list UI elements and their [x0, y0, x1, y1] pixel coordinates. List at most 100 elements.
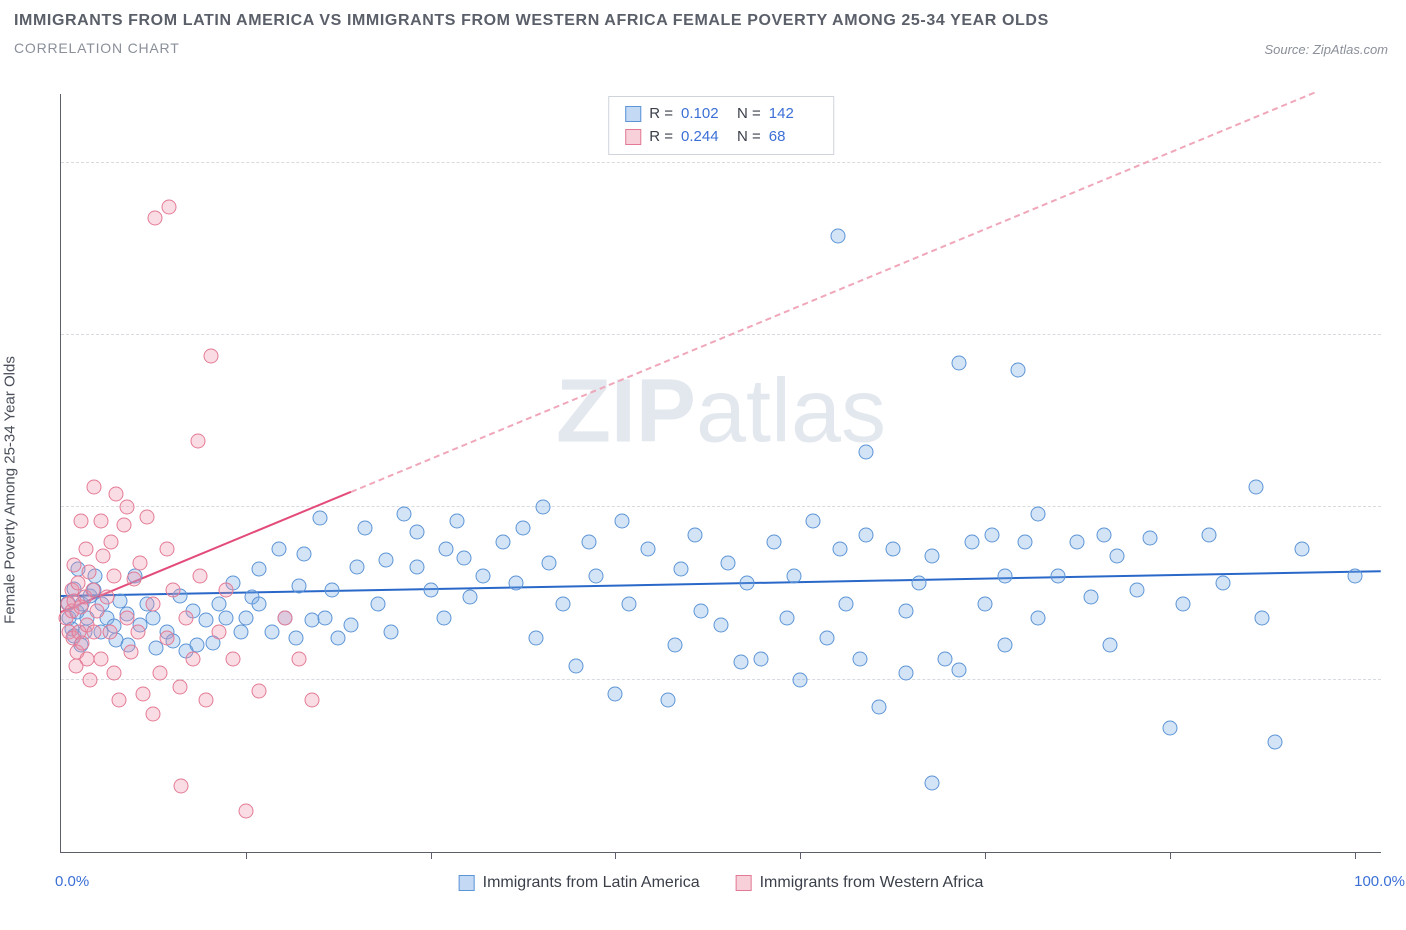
data-point — [436, 610, 451, 625]
data-point — [159, 624, 174, 639]
data-point — [75, 635, 90, 650]
data-point — [189, 638, 204, 653]
data-point — [674, 562, 689, 577]
x-tick — [800, 852, 801, 859]
data-point — [951, 663, 966, 678]
data-point — [720, 555, 735, 570]
data-point — [204, 348, 219, 363]
data-point — [65, 631, 80, 646]
data-point — [199, 613, 214, 628]
data-point — [146, 610, 161, 625]
data-point — [951, 355, 966, 370]
data-point — [106, 569, 121, 584]
data-point — [608, 686, 623, 701]
data-point — [80, 617, 95, 632]
plot-area: ZIPatlas R = 0.102 N = 142 R = 0.244 N =… — [60, 94, 1381, 853]
data-point — [112, 693, 127, 708]
data-point — [667, 638, 682, 653]
data-point — [780, 610, 795, 625]
data-point — [331, 631, 346, 646]
data-point — [139, 510, 154, 525]
r-value-latin: 0.102 — [681, 103, 729, 126]
data-point — [109, 486, 124, 501]
data-point — [139, 596, 154, 611]
data-point — [252, 683, 267, 698]
data-point — [252, 562, 267, 577]
data-point — [159, 541, 174, 556]
data-point — [1070, 534, 1085, 549]
swatch-pink-icon — [625, 129, 641, 145]
data-point — [121, 638, 136, 653]
legend-item-latin: Immigrants from Latin America — [459, 874, 700, 892]
data-point — [312, 511, 327, 526]
data-point — [463, 590, 478, 605]
data-point — [964, 534, 979, 549]
data-point — [621, 596, 636, 611]
data-point — [94, 596, 109, 611]
data-point — [186, 652, 201, 667]
data-point — [1083, 590, 1098, 605]
data-point — [1202, 528, 1217, 543]
x-tick — [246, 852, 247, 859]
data-point — [133, 555, 148, 570]
data-point — [357, 521, 372, 536]
data-point — [872, 700, 887, 715]
x-min-label: 0.0% — [55, 873, 89, 890]
data-point — [938, 652, 953, 667]
data-point — [1255, 610, 1270, 625]
n-label: N = — [737, 126, 761, 149]
data-point — [80, 652, 95, 667]
data-point — [146, 596, 161, 611]
legend-item-africa: Immigrants from Western Africa — [736, 874, 984, 892]
data-point — [71, 562, 86, 577]
data-point — [233, 624, 248, 639]
legend-label-africa: Immigrants from Western Africa — [760, 874, 984, 892]
data-point — [1176, 596, 1191, 611]
grid-line — [61, 334, 1381, 335]
data-point — [1096, 528, 1111, 543]
data-point — [885, 541, 900, 556]
data-point — [166, 583, 181, 598]
data-point — [123, 645, 138, 660]
data-point — [304, 693, 319, 708]
data-point — [61, 624, 76, 639]
data-point — [397, 507, 412, 522]
data-point — [109, 632, 124, 647]
data-point — [219, 583, 234, 598]
data-point — [172, 679, 187, 694]
watermark-rest: atlas — [696, 362, 886, 462]
data-point — [219, 610, 234, 625]
data-point — [733, 654, 748, 669]
swatch-blue-icon — [625, 106, 641, 122]
data-point — [278, 610, 293, 625]
data-point — [410, 525, 425, 540]
data-point — [192, 569, 207, 584]
data-point — [149, 641, 164, 656]
chart-subtitle: CORRELATION CHART — [14, 40, 1392, 56]
data-point — [819, 631, 834, 646]
data-point — [212, 624, 227, 639]
data-point — [87, 479, 102, 494]
data-point — [766, 534, 781, 549]
x-max-label: 100.0% — [1354, 873, 1405, 890]
data-point — [67, 558, 82, 573]
data-point — [265, 624, 280, 639]
watermark: ZIPatlas — [556, 361, 886, 464]
grid-line — [61, 679, 1381, 680]
data-point — [238, 803, 253, 818]
x-tick — [615, 852, 616, 859]
data-point — [410, 559, 425, 574]
data-point — [806, 514, 821, 529]
data-point — [102, 624, 117, 639]
data-point — [476, 569, 491, 584]
data-point — [93, 514, 108, 529]
data-point — [291, 652, 306, 667]
data-point — [71, 576, 86, 591]
regression-line — [61, 491, 352, 613]
data-point — [199, 693, 214, 708]
data-point — [120, 606, 135, 621]
data-point — [568, 658, 583, 673]
data-point — [831, 228, 846, 243]
data-point — [793, 672, 808, 687]
data-point — [582, 534, 597, 549]
